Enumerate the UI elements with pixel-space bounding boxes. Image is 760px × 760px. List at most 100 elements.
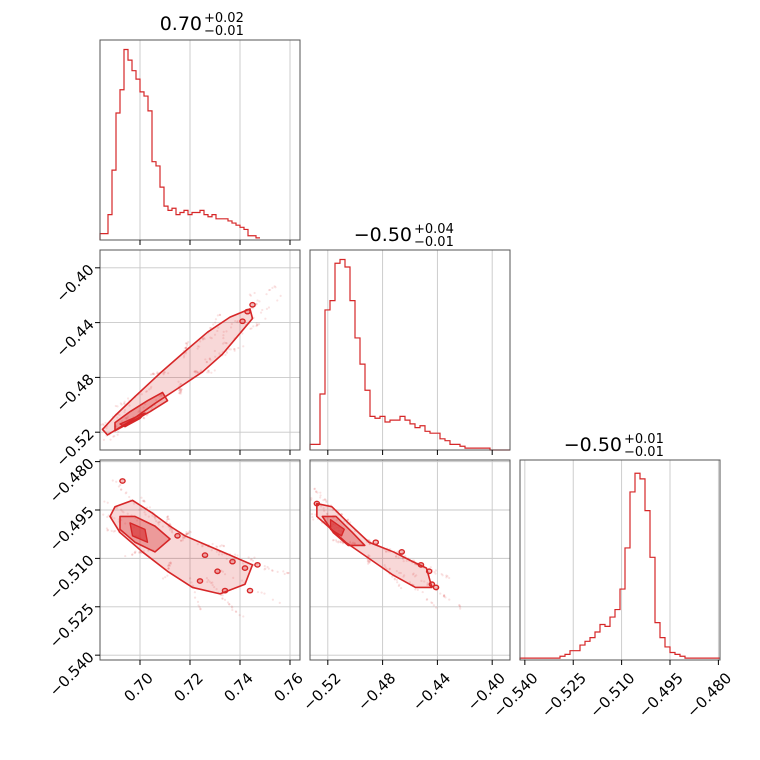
title-lower-error: −0.01 bbox=[204, 24, 244, 39]
sample-point bbox=[112, 530, 115, 533]
sample-point bbox=[185, 532, 188, 535]
sample-point bbox=[271, 286, 274, 290]
contour-island bbox=[196, 578, 204, 584]
sample-point bbox=[331, 539, 335, 542]
y-tick-label-0: −0.540 bbox=[46, 648, 98, 700]
sample-point bbox=[252, 325, 255, 328]
sample-point bbox=[394, 555, 398, 558]
histogram-bar bbox=[345, 267, 350, 450]
sample-point bbox=[213, 333, 217, 336]
sample-point bbox=[104, 421, 107, 424]
contour-island bbox=[214, 568, 221, 575]
sample-point bbox=[166, 516, 169, 519]
sample-point bbox=[233, 349, 236, 352]
histogram-bar bbox=[192, 212, 196, 240]
contour-island bbox=[398, 549, 406, 555]
sample-point bbox=[384, 550, 388, 553]
sample-point bbox=[218, 313, 221, 316]
histogram-step-line bbox=[519, 472, 720, 660]
histogram-bar bbox=[420, 426, 425, 450]
sample-point bbox=[105, 427, 108, 430]
sample-point bbox=[325, 499, 328, 502]
sample-point bbox=[161, 577, 165, 580]
sample-point bbox=[163, 371, 166, 374]
sample-point bbox=[198, 606, 201, 609]
histogram-bar bbox=[380, 416, 385, 450]
sample-point bbox=[123, 402, 126, 405]
title-param-2: −0.50 +0.01−0.01 bbox=[564, 432, 664, 460]
sample-point bbox=[145, 414, 149, 417]
sample-point bbox=[167, 567, 170, 570]
sample-point bbox=[368, 554, 371, 558]
sample-point bbox=[440, 572, 443, 576]
sample-point bbox=[215, 545, 218, 548]
sample-point bbox=[155, 399, 158, 402]
sample-point bbox=[116, 416, 119, 419]
title-value: −0.50 bbox=[354, 224, 412, 246]
panel-background bbox=[100, 250, 300, 450]
sample-point bbox=[183, 354, 186, 357]
sample-point bbox=[271, 598, 274, 601]
panel-border bbox=[519, 459, 721, 661]
sample-point bbox=[181, 536, 185, 539]
contour-island bbox=[244, 308, 251, 315]
x-tick-label-2: 0.74 bbox=[220, 669, 256, 705]
sample-point bbox=[197, 604, 200, 607]
sample-point bbox=[207, 371, 211, 374]
histogram-bar bbox=[320, 394, 325, 450]
sample-point bbox=[171, 528, 174, 531]
sample-point bbox=[255, 324, 258, 328]
sample-point bbox=[416, 588, 419, 591]
sample-point bbox=[124, 416, 127, 420]
histogram-bar bbox=[180, 212, 184, 240]
sample-point bbox=[224, 342, 228, 345]
sample-point bbox=[142, 416, 145, 420]
sample-point bbox=[169, 561, 172, 564]
sample-point bbox=[140, 393, 143, 396]
sample-point bbox=[194, 370, 197, 373]
histogram-bar bbox=[575, 651, 580, 660]
sample-point bbox=[384, 566, 387, 569]
sample-point bbox=[165, 520, 168, 523]
sample-point bbox=[335, 519, 338, 522]
sample-point bbox=[276, 570, 279, 573]
sample-point bbox=[189, 577, 192, 580]
sample-point bbox=[230, 322, 233, 326]
sample-point bbox=[221, 594, 224, 597]
contour-island bbox=[201, 552, 209, 559]
sample-point bbox=[393, 577, 396, 580]
sample-point bbox=[255, 302, 258, 305]
title-upper-error: +0.02 bbox=[204, 11, 244, 26]
sample-point bbox=[106, 528, 110, 531]
sample-point bbox=[236, 554, 239, 557]
sample-point bbox=[256, 323, 259, 327]
sample-point bbox=[335, 540, 338, 543]
sample-point bbox=[420, 579, 423, 582]
histogram-bar bbox=[340, 260, 345, 450]
sample-point bbox=[351, 542, 354, 545]
histogram-bar bbox=[385, 422, 390, 450]
y-tick-label-2: −0.44 bbox=[52, 316, 97, 361]
sample-point bbox=[123, 408, 127, 412]
contour-island bbox=[239, 318, 246, 325]
sample-point bbox=[222, 337, 225, 340]
sample-point bbox=[185, 532, 188, 536]
histogram-bar bbox=[355, 338, 360, 450]
sample-point bbox=[225, 330, 228, 333]
sample-point bbox=[400, 587, 403, 590]
sample-point bbox=[226, 601, 230, 604]
title-param-0: 0.70 +0.02−0.01 bbox=[160, 11, 244, 39]
panel-border bbox=[309, 249, 511, 451]
sample-point bbox=[118, 413, 121, 417]
sample-point bbox=[201, 545, 204, 548]
sample-point bbox=[441, 574, 444, 577]
sample-point bbox=[326, 512, 329, 515]
histogram-bar bbox=[325, 310, 330, 450]
sample-point bbox=[142, 406, 145, 409]
histogram-bar bbox=[430, 433, 435, 450]
histogram-bar bbox=[330, 301, 335, 450]
sample-point bbox=[179, 390, 182, 394]
histogram-bar bbox=[415, 428, 420, 450]
contour-island bbox=[119, 478, 126, 484]
sample-point bbox=[148, 388, 151, 391]
